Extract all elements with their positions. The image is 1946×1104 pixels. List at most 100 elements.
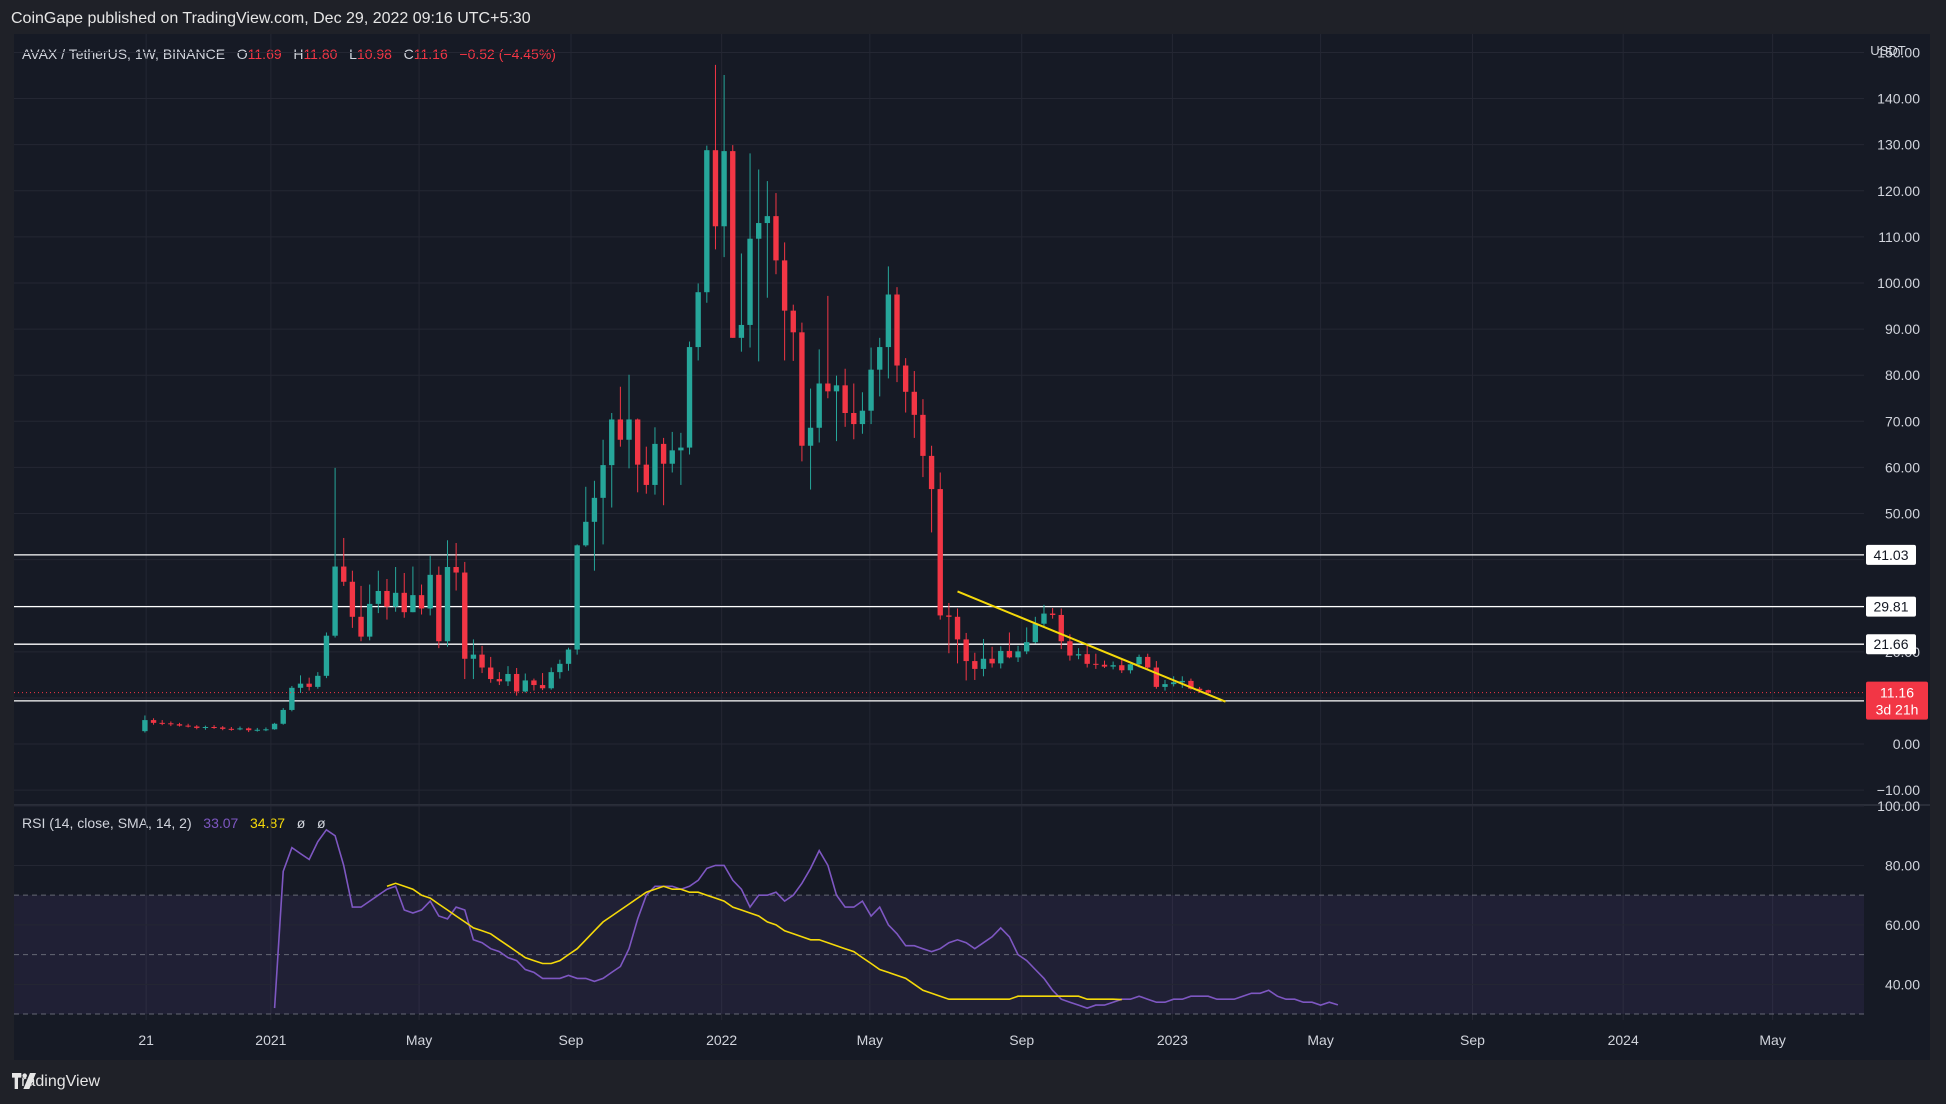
candle-body [323, 635, 330, 676]
candle-body [989, 658, 995, 664]
candle-body [660, 443, 667, 464]
candle-body [626, 419, 632, 440]
rsi-label[interactable]: RSI (14, close, SMA, 14, 2) [22, 815, 192, 831]
candle-body [1205, 690, 1211, 693]
level-label-box [1866, 596, 1916, 617]
candle-body [159, 722, 165, 724]
candle-body [280, 709, 286, 724]
candle-body [297, 683, 304, 688]
time-tick-label: May [1307, 1032, 1333, 1048]
level-label: 29.81 [1873, 599, 1908, 615]
candle-body [842, 385, 848, 414]
candle-body [1015, 651, 1021, 658]
level-label-box [1866, 544, 1916, 565]
candle-body [444, 567, 451, 642]
rsi-tick-label: 100.00 [1877, 798, 1920, 814]
candle-body [894, 294, 900, 366]
candle-body [1127, 664, 1134, 671]
candle-body [825, 383, 831, 392]
time-tick-label: May [857, 1032, 883, 1048]
time-tick-label: 2021 [255, 1032, 286, 1048]
candle-body [1162, 684, 1168, 687]
candle-body [1067, 641, 1073, 656]
candle-body [816, 383, 822, 428]
candle-body [488, 667, 494, 680]
level-label-box [1866, 634, 1916, 655]
candle-body [877, 347, 883, 370]
candle-body [150, 720, 157, 723]
candle-body [704, 150, 710, 293]
candle-body [859, 410, 866, 425]
candle-body [418, 595, 425, 609]
candle-body [756, 223, 762, 239]
publisher-text: CoinGape published on TradingView.com, D… [11, 10, 531, 27]
time-tick-label: May [406, 1032, 432, 1048]
symbol-label[interactable]: AVAX / TetherUS, 1W, BINANCE [22, 46, 226, 62]
candle-body [332, 566, 338, 636]
last-price-label: 11.16 [1880, 685, 1914, 701]
candle-body [963, 639, 969, 662]
candle-body [730, 151, 736, 338]
candle-body [531, 680, 537, 686]
candle-body [1049, 613, 1056, 615]
publisher-bar: CoinGape published on TradingView.com, D… [0, 0, 1946, 34]
candle-body [669, 450, 675, 464]
open-label: O [236, 46, 248, 62]
candle-body [1093, 663, 1099, 665]
price-tick-label: 90.00 [1885, 321, 1920, 337]
candle-body [349, 581, 356, 617]
candle-body [1145, 656, 1151, 668]
candle-body [1196, 688, 1203, 691]
currency-label: USDT [1870, 43, 1905, 58]
tradingview-logo[interactable]: TradingView [12, 1073, 100, 1091]
candle-body [686, 347, 693, 448]
candle-body [505, 673, 511, 682]
candle-body [1136, 656, 1142, 665]
candle-body [202, 727, 209, 728]
candle-body [194, 726, 200, 728]
change-value: −0.52 (−4.45%) [459, 46, 556, 62]
price-tick-label: 150.00 [1877, 44, 1920, 60]
candle-body [1006, 650, 1013, 658]
candle-body [375, 590, 381, 604]
candle-body [799, 332, 805, 446]
candle-body [902, 365, 909, 392]
candle-body [436, 574, 442, 642]
price-tick-label: 60.00 [1885, 459, 1920, 475]
high-label: H [293, 46, 304, 62]
candle-body [427, 574, 433, 609]
candle-body [366, 603, 373, 637]
time-tick-label: 21 [138, 1032, 154, 1048]
candle-body [1119, 665, 1125, 671]
low-label: L [349, 46, 357, 62]
candle-body [513, 673, 520, 692]
candle-body [911, 391, 917, 415]
candle-body [168, 723, 174, 725]
candle-body [384, 590, 390, 607]
candle-body [747, 238, 753, 325]
price-tick-label: 130.00 [1877, 137, 1920, 153]
candle-body [954, 616, 961, 640]
candle-body [928, 455, 935, 490]
candle-body [1024, 642, 1030, 652]
time-tick-label: 2024 [1608, 1032, 1639, 1048]
low-value: 10.98 [356, 46, 392, 62]
candle-body [548, 672, 554, 689]
last-price-box [1866, 681, 1928, 720]
rsi-tick-label: 60.00 [1885, 917, 1920, 933]
candle-body [833, 385, 840, 392]
candle-body [1110, 665, 1116, 667]
time-tick-label: May [1759, 1032, 1785, 1048]
candle-body [600, 465, 606, 498]
level-label: 21.66 [1873, 636, 1908, 652]
rsi-legend: RSI (14, close, SMA, 14, 2) 33.07 34.87 … [22, 815, 326, 831]
candle-body [643, 464, 649, 485]
candle-body [1058, 614, 1064, 642]
candle-body [410, 595, 416, 613]
candle-body [401, 592, 407, 613]
candle-body [695, 292, 701, 348]
price-tick-label: 120.00 [1877, 183, 1920, 199]
chart-area[interactable] [14, 34, 1930, 1060]
time-tick-label: Sep [559, 1032, 584, 1048]
